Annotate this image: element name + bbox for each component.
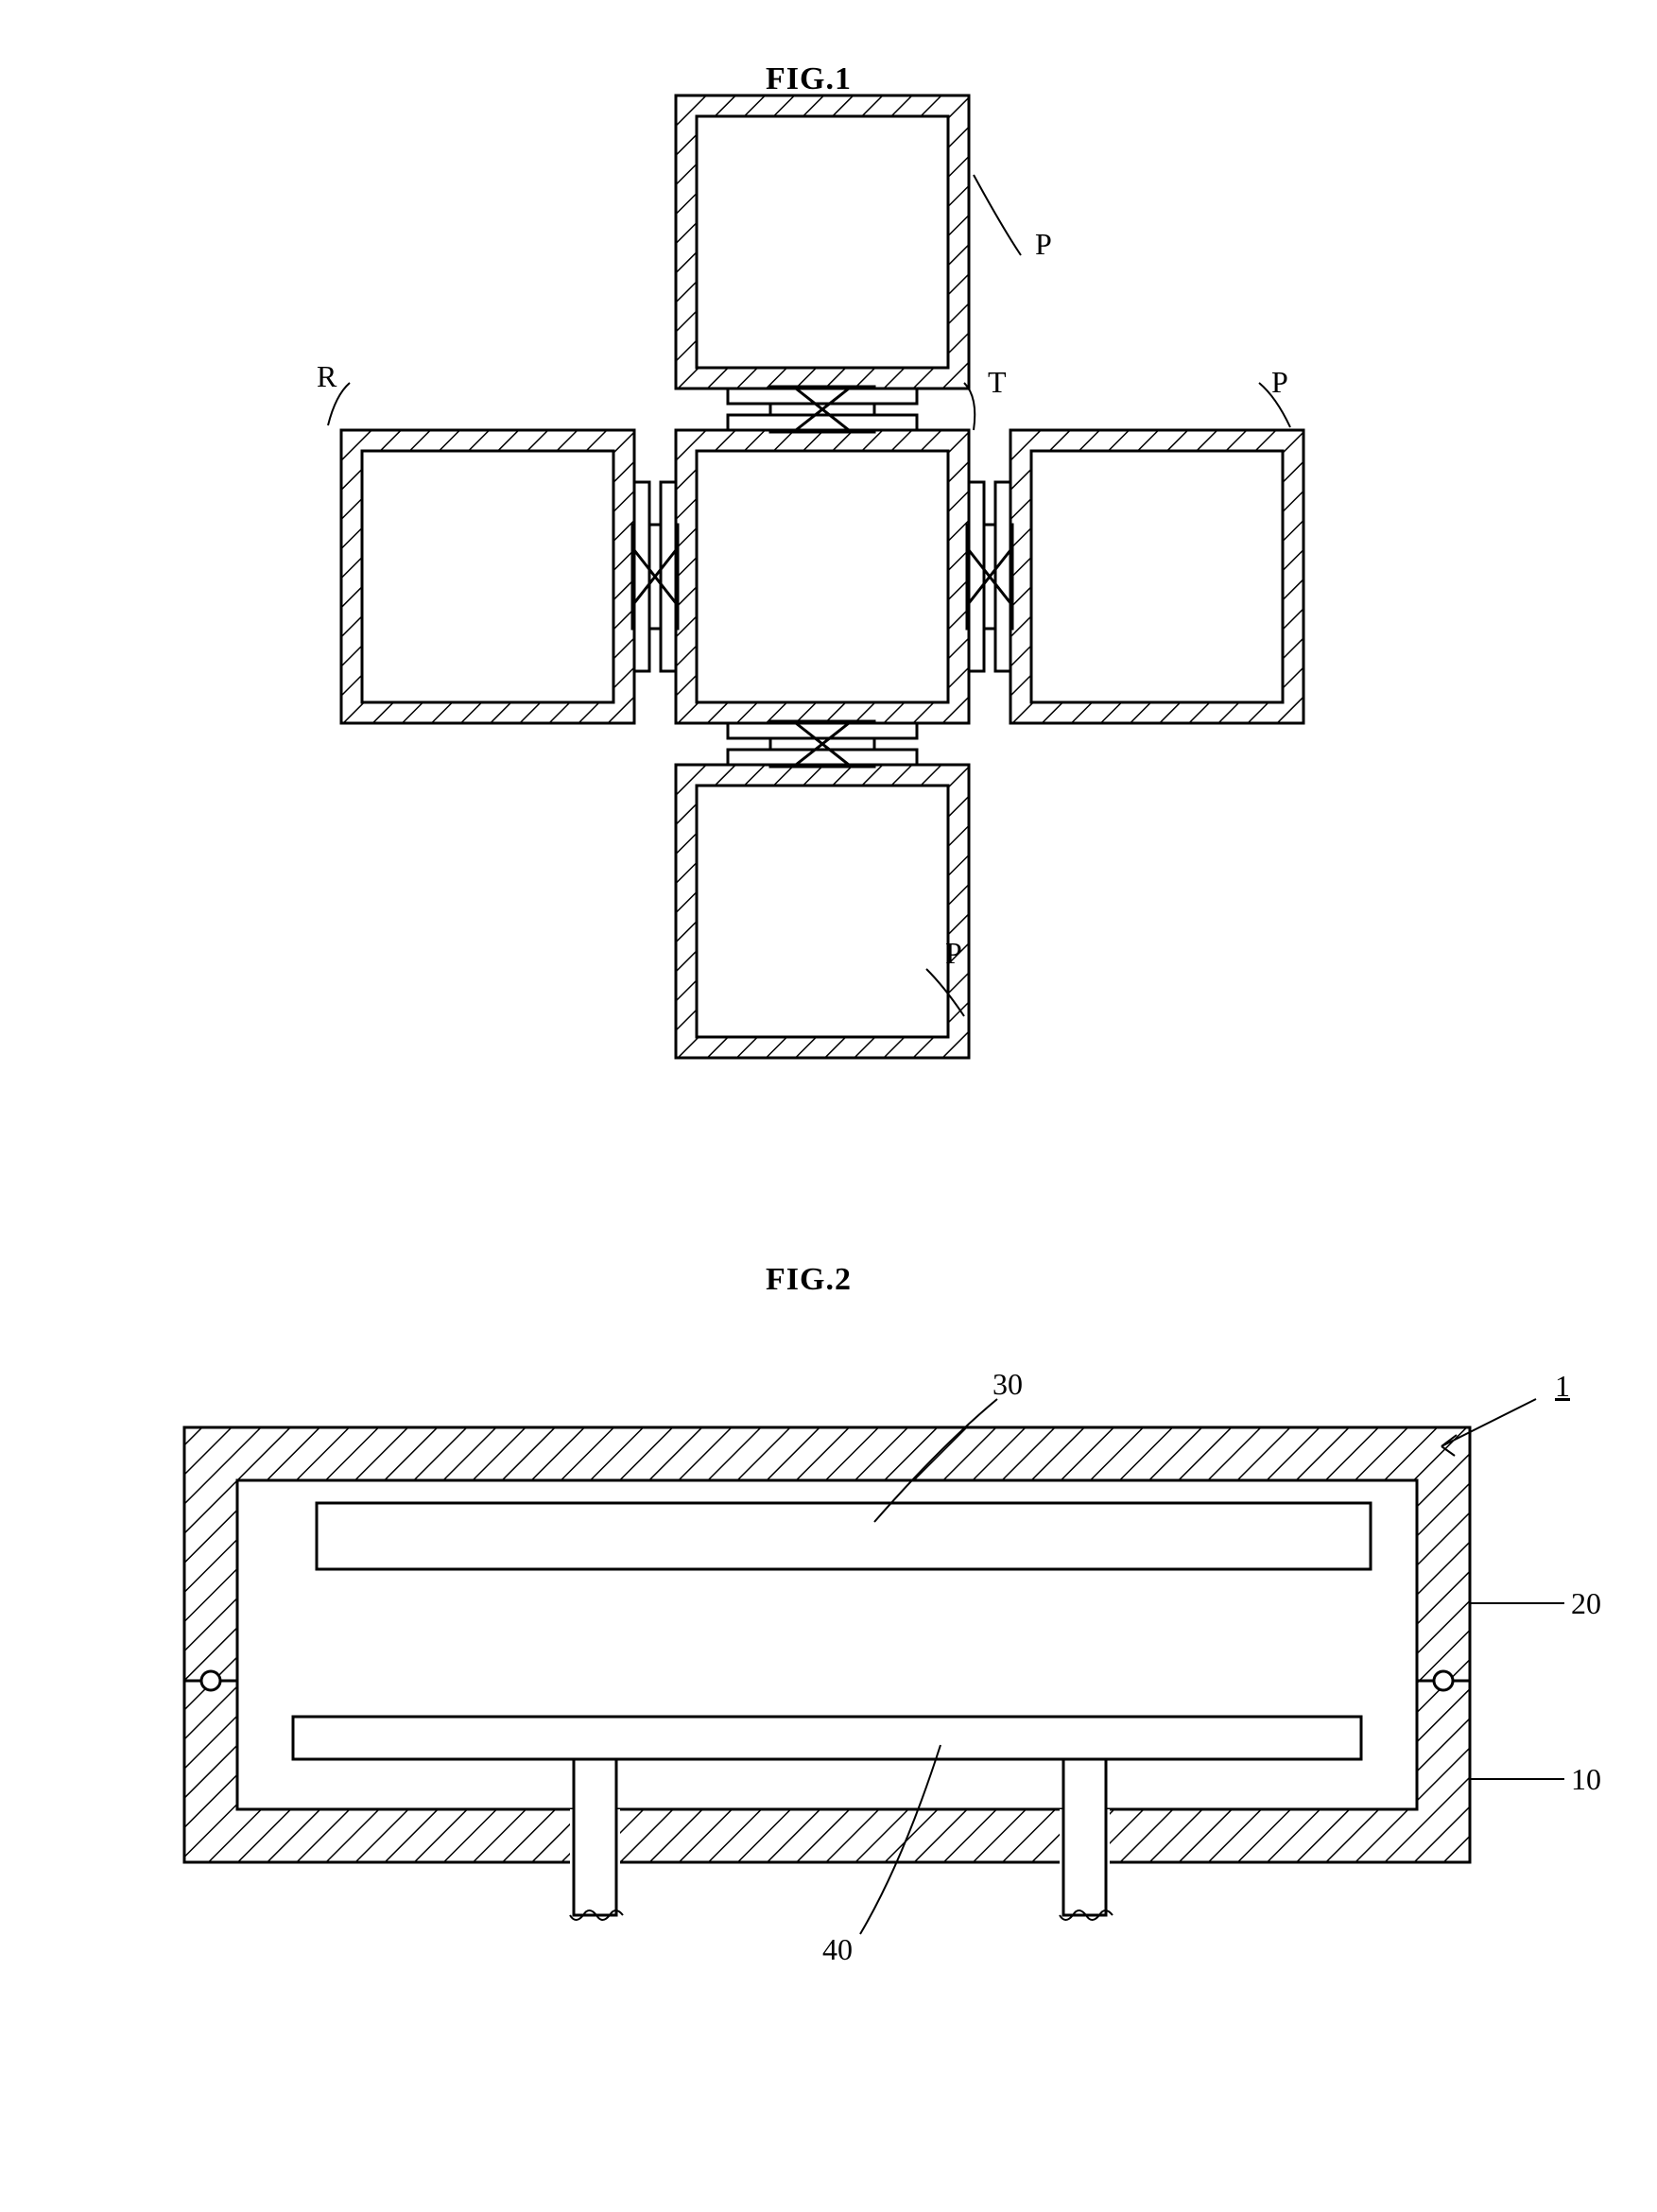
fig1-label-P-top: P — [1035, 227, 1052, 262]
fig2-label-1: 1 — [1555, 1369, 1570, 1404]
fig1-right-box — [1010, 430, 1303, 723]
fig1-title: FIG.1 — [766, 61, 852, 97]
fig2-upper-plate — [317, 1503, 1371, 1569]
fig2-chamber — [184, 1427, 1470, 1862]
fig1-diagram — [142, 113, 1512, 1059]
fig2-title: FIG.2 — [766, 1262, 852, 1298]
fig1-label-P-bottom: P — [945, 936, 962, 971]
fig1-left-box — [341, 430, 634, 723]
fig2-label-10: 10 — [1571, 1762, 1601, 1797]
fig1-label-T: T — [988, 365, 1007, 400]
fig2-lower-plate — [293, 1717, 1361, 1759]
fig1-center-box — [676, 430, 969, 723]
fig1-top-box — [676, 95, 969, 389]
fig1-label-P-right: P — [1271, 365, 1288, 400]
fig2-diagram — [118, 1305, 1583, 2013]
fig2-label-20: 20 — [1571, 1586, 1601, 1621]
fig2-label-30: 30 — [992, 1367, 1023, 1402]
fig1-label-R: R — [317, 359, 337, 394]
page: FIG.1 — [0, 0, 1657, 2212]
fig2-label-40: 40 — [822, 1932, 853, 1967]
fig1-bottom-box — [676, 765, 969, 1058]
